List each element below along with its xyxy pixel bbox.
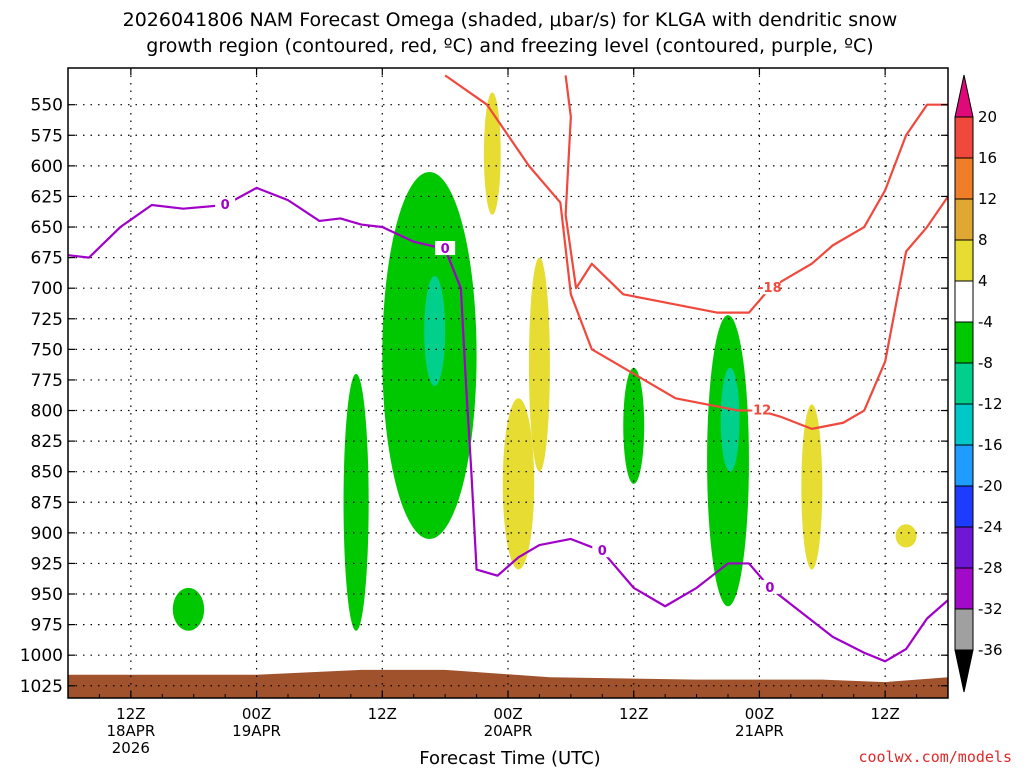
colorbar-label-12: -28 (978, 559, 1003, 577)
y-tick-label-600: 600 (31, 157, 63, 177)
x-tick-label-5-1: 12Z (619, 705, 648, 723)
freezing-level-contour (68, 186, 948, 663)
y-tick-label-825: 825 (31, 432, 63, 452)
x-tick-label-1-1: 12Z (116, 705, 145, 723)
freezing-level-contour-label-bg-4 (759, 579, 780, 594)
freezing-level-contour-label-bg-1 (215, 197, 236, 212)
colorbar-bin-3 (954, 198, 974, 241)
omega-area-11 (801, 404, 823, 570)
y-tick-label-1000: 1000 (20, 646, 63, 666)
freezing-level-contour-label-bg-2 (435, 241, 456, 256)
dgz-minus18-contour (564, 75, 948, 314)
y-tick-label-775: 775 (31, 371, 63, 391)
colorbar-bin-11 (954, 526, 974, 569)
credit-text: coolwx.com/models (858, 748, 1012, 766)
dgz-minus18-contour-label-1: -18 (758, 281, 782, 296)
colorbar-label-5: 4 (978, 272, 988, 290)
colorbar-label-3: 12 (978, 190, 997, 208)
x-tick-label-1-2: 18APR (106, 722, 155, 740)
colorbar-label-1: 20 (978, 108, 997, 126)
dgz-minus12-contour-label-1: -12 (748, 404, 772, 419)
colorbar-bin-13 (954, 608, 974, 651)
colorbar-label-4: 8 (978, 231, 988, 249)
y-tick-label-725: 725 (31, 310, 63, 330)
x-tick-label-6-2: 21APR (735, 722, 784, 740)
colorbar-bin-7 (954, 362, 974, 405)
y-tick-label-950: 950 (31, 585, 63, 605)
omega-area-9 (502, 398, 535, 570)
omega-area-1 (172, 587, 205, 631)
dgz-minus12-contour (444, 74, 948, 430)
y-tick-label-975: 975 (31, 616, 63, 636)
y-tick-label-650: 650 (31, 218, 63, 238)
x-tick-label-7-1: 12Z (870, 705, 899, 723)
plot-content: 0 0 0 0 -12 -18 (68, 68, 948, 698)
colorbar-label-9: -16 (978, 436, 1003, 454)
x-tick-label-2-1: 00Z (242, 705, 271, 723)
axes: 550 575 600 625 650 675 700 725 750 775 800 825 850 8… (20, 67, 949, 757)
x-tick-label-4-1: 00Z (493, 705, 522, 723)
chart-title-line-2: growth region (contoured, red, ºC) and f… (146, 35, 873, 57)
colorbar-label-10: -20 (978, 477, 1003, 495)
colorbar-bin-8 (954, 403, 974, 446)
plot-area: 0 0 0 0 -12 -18 (68, 68, 948, 698)
omega-area-7 (720, 367, 740, 472)
colorbar-top-triangle (954, 74, 974, 118)
y-tick-label-1025: 1025 (20, 677, 63, 697)
colorbar-label-13: -32 (978, 600, 1003, 618)
colorbar-bottom-triangle (954, 649, 974, 693)
chart-title-line-1: 2026041806 NAM Forecast Omega (shaded, μ… (123, 9, 898, 31)
y-tick-label-925: 925 (31, 554, 63, 574)
y-tick-label-875: 875 (31, 493, 63, 513)
y-tick-label-850: 850 (31, 463, 63, 483)
colorbar-label-11: -24 (978, 518, 1003, 536)
omega-area-12 (895, 524, 917, 548)
colorbar-label-14: -36 (978, 641, 1003, 659)
dgz-minus18-contour-label-bg-1 (759, 280, 780, 295)
omega-area-8 (483, 92, 501, 215)
colorbar-bin-5 (954, 280, 974, 323)
omega-area-4 (424, 275, 446, 387)
colorbar-label-7: -8 (978, 354, 993, 372)
x-tick-label-1-3: 2026 (112, 739, 150, 757)
x-tick-label-6-1: 00Z (745, 705, 774, 723)
x-axis-title: Forecast Time (UTC) (419, 748, 600, 768)
x-tick-label-2-2: 19APR (232, 722, 281, 740)
y-tick-label-900: 900 (31, 524, 63, 544)
dgz-minus12-contour-label-bg-1 (749, 402, 770, 417)
freezing-level-contour-label-1: 0 (221, 198, 230, 213)
colorbar-bin-6 (954, 321, 974, 364)
colorbar-bin-4 (954, 239, 974, 282)
y-tick-label-750: 750 (31, 340, 63, 360)
y-tick-label-800: 800 (31, 402, 63, 422)
omega-area-5 (623, 367, 645, 484)
colorbar-label-2: 16 (978, 149, 997, 167)
y-tick-label-550: 550 (31, 96, 63, 116)
grid (68, 68, 948, 698)
colorbar-bin-9 (954, 444, 974, 487)
colorbar-bin-2 (954, 157, 974, 200)
y-tick-label-625: 625 (31, 187, 63, 207)
colorbar-label-6: -4 (978, 313, 993, 331)
x-tick-label-3-1: 12Z (368, 705, 397, 723)
colorbar-bin-1 (954, 116, 974, 159)
freezing-level-contour-label-bg-3 (592, 543, 613, 558)
y-tick-label-700: 700 (31, 279, 63, 299)
y-tick-label-575: 575 (31, 126, 63, 146)
colorbar-bin-12 (954, 567, 974, 610)
omega-area-2 (343, 373, 369, 631)
freezing-level-contour-label-4: 0 (765, 581, 774, 596)
colorbar-bin-10 (954, 485, 974, 528)
freezing-level-contour-label-3: 0 (598, 544, 607, 559)
y-tick-label-675: 675 (31, 249, 63, 269)
omega-area-10 (528, 257, 550, 472)
x-tick-label-4-2: 20APR (484, 722, 533, 740)
colorbar-label-8: -12 (978, 395, 1003, 413)
colorbar: 20 16 12 8 4 -4 -8 -12 -16 -20 -24 -28 -32 -36 (954, 74, 1003, 693)
freezing-level-contour-label-2: 0 (441, 242, 450, 257)
